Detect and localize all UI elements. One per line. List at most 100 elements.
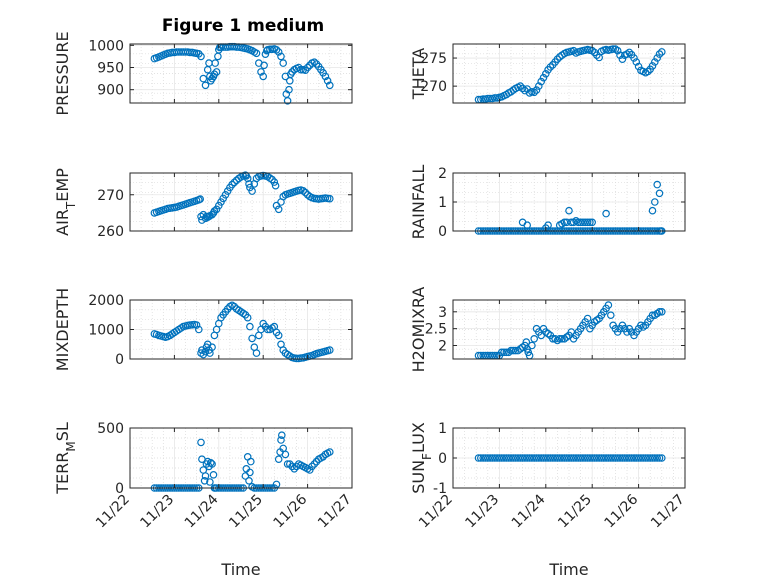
data-point	[274, 331, 283, 340]
data-point	[630, 54, 638, 62]
data-point	[201, 472, 210, 480]
data-point	[523, 221, 532, 230]
data-point	[259, 72, 268, 81]
data-point	[209, 470, 218, 479]
data-point	[274, 205, 283, 214]
subplot-1: 900 950 1000 PRESSURE	[53, 31, 353, 116]
data-point	[648, 206, 657, 215]
data-point	[323, 77, 332, 85]
x-tick-label: 11/25	[555, 492, 595, 532]
y-tick-label: 2000	[88, 293, 124, 309]
data-point	[474, 454, 483, 462]
y-axis-label: H2OMIXRA	[409, 287, 428, 373]
data-point	[208, 460, 216, 468]
data-point	[263, 325, 272, 334]
data-point	[241, 472, 250, 480]
data-point	[495, 454, 504, 462]
data-point	[200, 476, 209, 485]
x-axis-label: Time	[548, 560, 588, 579]
data-point	[321, 72, 330, 81]
data-point	[310, 58, 319, 67]
data-point	[532, 86, 541, 94]
data-point	[290, 464, 299, 473]
data-point	[544, 221, 552, 230]
data-point	[211, 59, 220, 67]
x-axis-label: Time	[220, 560, 260, 579]
data-point	[195, 325, 203, 334]
data-point	[655, 307, 664, 316]
data-point	[565, 206, 573, 215]
y-tick-label: 1	[438, 421, 447, 437]
data-point	[537, 77, 546, 86]
data-point	[518, 84, 527, 93]
data-point	[486, 94, 494, 103]
data-point	[277, 431, 286, 440]
data-point	[528, 341, 536, 350]
data-point	[197, 52, 205, 61]
data-point	[277, 436, 285, 444]
data-point	[212, 68, 221, 76]
data-point	[310, 460, 319, 468]
x-tick-label: 11/24	[509, 491, 549, 531]
data-point	[558, 334, 566, 343]
data-point	[297, 65, 305, 74]
data-point	[586, 218, 594, 227]
data-point	[588, 218, 597, 227]
data-point	[546, 63, 555, 71]
data-point	[299, 187, 308, 195]
data-point	[274, 48, 283, 56]
data-point	[613, 46, 622, 55]
y-tick-label: 900	[97, 83, 124, 99]
axes-box	[129, 43, 353, 104]
data-point	[500, 454, 508, 462]
data-point	[609, 45, 617, 53]
data-point	[248, 334, 256, 343]
data-point	[212, 205, 221, 214]
data-point	[657, 307, 666, 316]
x-tick-label: 11/27	[315, 492, 355, 532]
subplot-8: -1 0 1 11/22 11/23 11/24 11/25 11/26 11/27 Time SU…	[409, 421, 688, 579]
data-point	[632, 58, 641, 66]
data-point	[539, 73, 548, 82]
data-point	[308, 462, 316, 471]
data-point	[655, 189, 664, 198]
data-point	[541, 70, 550, 78]
data-point	[221, 191, 230, 199]
data-point	[230, 178, 239, 187]
data-point	[208, 343, 216, 352]
data-point	[285, 85, 293, 94]
y-tick-label: 3	[438, 305, 447, 321]
data-point	[486, 454, 494, 462]
data-point	[252, 349, 261, 357]
data-point	[257, 68, 265, 76]
x-tick-label: 11/26	[271, 491, 311, 531]
y-axis-label: TERRMSL	[53, 422, 78, 495]
axes-box	[129, 172, 353, 232]
y-tick-label: 2	[438, 166, 447, 182]
data-point	[592, 51, 601, 60]
data-point	[272, 201, 281, 210]
y-tick-label: 270	[420, 79, 447, 95]
data-point	[657, 454, 666, 462]
data-point	[285, 460, 294, 468]
data-point	[281, 450, 290, 459]
data-point	[261, 50, 270, 59]
data-point	[252, 49, 261, 58]
data-point	[272, 45, 281, 54]
data-point	[283, 97, 292, 105]
data-point	[206, 478, 214, 486]
figure-title: Figure 1 medium	[162, 16, 324, 36]
y-tick-label: 2.5	[425, 322, 447, 338]
data-point	[488, 454, 497, 462]
y-axis-label: MIXDEPTH	[53, 288, 72, 371]
data-point	[490, 94, 499, 102]
data-point	[199, 74, 208, 83]
x-tick-label: 11/22	[416, 492, 456, 532]
data-point	[294, 63, 303, 72]
data-point	[197, 438, 205, 447]
x-tick-label: 11/24	[182, 491, 222, 531]
data-point	[201, 81, 210, 90]
axes-box	[452, 299, 686, 360]
